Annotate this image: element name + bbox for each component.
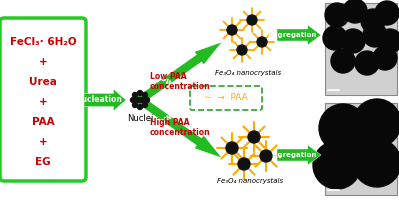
Text: ∼  →  PAA: ∼ → PAA — [204, 94, 248, 102]
Circle shape — [260, 150, 272, 162]
Circle shape — [373, 46, 397, 70]
Circle shape — [335, 124, 383, 172]
Circle shape — [132, 92, 138, 98]
Circle shape — [353, 99, 399, 147]
Text: Fe₃O₄ nanocrystals: Fe₃O₄ nanocrystals — [217, 178, 283, 184]
Polygon shape — [138, 42, 222, 104]
Text: Aggregation: Aggregation — [268, 32, 317, 38]
Circle shape — [237, 45, 247, 55]
Circle shape — [227, 25, 237, 35]
Circle shape — [130, 98, 136, 102]
Circle shape — [323, 26, 347, 50]
Circle shape — [144, 98, 150, 102]
Circle shape — [142, 102, 148, 108]
Bar — [325, 103, 397, 195]
Text: +: + — [39, 97, 47, 107]
FancyBboxPatch shape — [0, 18, 86, 181]
Polygon shape — [138, 96, 222, 158]
FancyBboxPatch shape — [190, 86, 262, 110]
Text: Growth: Growth — [150, 68, 184, 95]
Circle shape — [226, 142, 238, 154]
Circle shape — [331, 49, 355, 73]
Circle shape — [138, 104, 142, 110]
Circle shape — [257, 37, 267, 47]
Circle shape — [238, 158, 250, 170]
Text: EG: EG — [35, 157, 51, 167]
Circle shape — [363, 23, 387, 47]
Circle shape — [140, 98, 144, 102]
Text: Nucleation: Nucleation — [75, 96, 122, 104]
Text: +: + — [39, 137, 47, 147]
Circle shape — [142, 92, 148, 98]
Text: Urea: Urea — [29, 77, 57, 87]
Circle shape — [361, 9, 385, 33]
Circle shape — [353, 139, 399, 187]
Text: Fe₃O₄ nanocrystals: Fe₃O₄ nanocrystals — [215, 70, 281, 76]
Circle shape — [378, 29, 399, 53]
Circle shape — [132, 102, 138, 108]
Circle shape — [375, 1, 399, 25]
Circle shape — [325, 3, 349, 27]
Polygon shape — [277, 145, 321, 165]
Circle shape — [136, 98, 140, 102]
Circle shape — [313, 141, 361, 189]
Text: Aggregation: Aggregation — [268, 152, 317, 158]
Circle shape — [319, 104, 367, 152]
Text: High PAA
concentration: High PAA concentration — [150, 118, 211, 137]
Circle shape — [248, 131, 260, 143]
Text: FeCl₃· 6H₂O: FeCl₃· 6H₂O — [10, 37, 76, 47]
Circle shape — [247, 15, 257, 25]
Polygon shape — [277, 25, 321, 45]
Circle shape — [341, 29, 365, 53]
Text: Low PAA
concentration: Low PAA concentration — [150, 72, 211, 91]
Circle shape — [138, 90, 142, 96]
Circle shape — [355, 51, 379, 75]
Polygon shape — [84, 89, 126, 111]
Circle shape — [343, 0, 367, 23]
Text: Nuclei: Nuclei — [127, 114, 153, 123]
Bar — [325, 3, 397, 95]
Text: Growth: Growth — [150, 105, 184, 132]
Text: PAA: PAA — [32, 117, 54, 127]
Text: +: + — [39, 57, 47, 67]
